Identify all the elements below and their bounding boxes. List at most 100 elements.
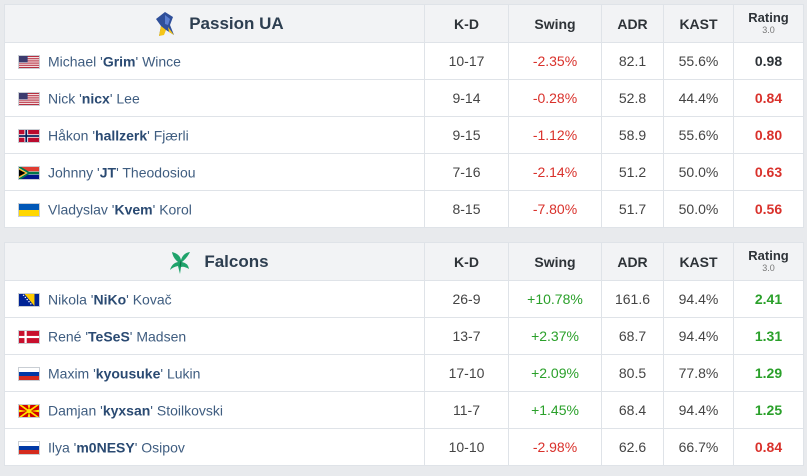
table-row: Vladyslav 'Kvem' Korol 8-15 -7.80% 51.7 50.0… <box>4 190 804 228</box>
player-first-name: Ilya ' <box>48 439 77 456</box>
adr-value: 68.7 <box>601 317 664 355</box>
kd-value: 17-10 <box>424 354 509 392</box>
player-last-name: ' Fjærli <box>147 127 189 144</box>
kast-value: 94.4% <box>663 280 734 318</box>
player-name-link[interactable]: Michael 'Grim' Wince <box>48 54 181 70</box>
rating-value: 0.63 <box>733 153 804 191</box>
player-name-link[interactable]: Maxim 'kyousuke' Lukin <box>48 366 200 382</box>
player-last-name: ' Osipov <box>134 439 185 456</box>
kast-header[interactable]: KAST <box>663 4 734 43</box>
adr-value: 80.5 <box>601 354 664 392</box>
kast-value: 50.0% <box>663 190 734 228</box>
dk-flag-icon <box>18 329 40 344</box>
player-cell[interactable]: Damjan 'kyxsan' Stoilkovski <box>4 391 425 429</box>
kd-value: 26-9 <box>424 280 509 318</box>
kast-value: 44.4% <box>663 79 734 117</box>
player-name-link[interactable]: Johnny 'JT' Theodosiou <box>48 165 196 181</box>
player-cell[interactable]: Johnny 'JT' Theodosiou <box>4 153 425 191</box>
table-row: Ilya 'm0NESY' Osipov 10-10 -2.98% 62.6 66.7%… <box>4 428 804 466</box>
player-cell[interactable]: René 'TeSeS' Madsen <box>4 317 425 355</box>
player-nickname: nicx <box>81 90 110 107</box>
kd-value: 10-17 <box>424 42 509 80</box>
kd-value: 9-14 <box>424 79 509 117</box>
player-cell[interactable]: Håkon 'hallzerk' Fjærli <box>4 116 425 154</box>
player-nickname: hallzerk <box>95 127 148 144</box>
player-cell[interactable]: Maxim 'kyousuke' Lukin <box>4 354 425 392</box>
swing-value: +2.37% <box>508 317 602 355</box>
adr-value: 51.7 <box>601 190 664 228</box>
kd-value: 13-7 <box>424 317 509 355</box>
player-first-name: René ' <box>48 328 89 345</box>
player-name-link[interactable]: Ilya 'm0NESY' Osipov <box>48 440 185 456</box>
player-nickname: kyxsan <box>102 402 151 419</box>
table-row: Johnny 'JT' Theodosiou 7-16 -2.14% 51.2 50.0… <box>4 153 804 191</box>
rating-version: 3.0 <box>762 24 775 35</box>
player-nickname: NiKo <box>93 291 127 308</box>
kd-value: 8-15 <box>424 190 509 228</box>
passion-ua-logo-icon <box>153 11 177 37</box>
rating-header[interactable]: Rating 3.0 <box>733 4 804 43</box>
swing-header[interactable]: Swing <box>508 4 602 43</box>
team-header[interactable]: Passion UA <box>4 4 425 43</box>
table-row: Nikola 'NiKo' Kovač 26-9 +10.78% 161.6 94.4%… <box>4 280 804 318</box>
player-name-link[interactable]: Nick 'nicx' Lee <box>48 91 140 107</box>
player-last-name: ' Lee <box>109 90 140 107</box>
kast-header[interactable]: KAST <box>663 242 734 281</box>
kast-value: 77.8% <box>663 354 734 392</box>
player-cell[interactable]: Vladyslav 'Kvem' Korol <box>4 190 425 228</box>
player-name-link[interactable]: René 'TeSeS' Madsen <box>48 329 186 345</box>
swing-header[interactable]: Swing <box>508 242 602 281</box>
player-last-name: ' Stoilkovski <box>150 402 223 419</box>
rating-value: 2.41 <box>733 280 804 318</box>
rating-value: 0.84 <box>733 79 804 117</box>
rating-value: 0.80 <box>733 116 804 154</box>
player-first-name: Maxim ' <box>48 365 96 382</box>
ru-flag-icon <box>18 440 40 455</box>
player-cell[interactable]: Nikola 'NiKo' Kovač <box>4 280 425 318</box>
table-row: Damjan 'kyxsan' Stoilkovski 11-7 +1.45% 68.… <box>4 391 804 429</box>
rating-header[interactable]: Rating 3.0 <box>733 242 804 281</box>
team-name: Falcons <box>204 251 269 271</box>
rating-value: 1.25 <box>733 391 804 429</box>
adr-value: 68.4 <box>601 391 664 429</box>
player-first-name: Vladyslav ' <box>48 201 115 218</box>
rating-version: 3.0 <box>762 262 775 273</box>
kd-header[interactable]: K-D <box>424 4 509 43</box>
player-name-link[interactable]: Damjan 'kyxsan' Stoilkovski <box>48 403 223 419</box>
rating-value: 0.84 <box>733 428 804 466</box>
player-last-name: ' Wince <box>135 53 181 70</box>
rating-value: 1.29 <box>733 354 804 392</box>
table-row: Michael 'Grim' Wince 10-17 -2.35% 82.1 55.6%… <box>4 42 804 80</box>
player-nickname: JT <box>99 164 117 181</box>
adr-value: 62.6 <box>601 428 664 466</box>
us-flag-icon <box>18 91 40 106</box>
player-last-name: ' Lukin <box>160 365 201 382</box>
kd-header[interactable]: K-D <box>424 242 509 281</box>
swing-value: -2.14% <box>508 153 602 191</box>
team-header[interactable]: Falcons <box>4 242 425 281</box>
player-cell[interactable]: Nick 'nicx' Lee <box>4 79 425 117</box>
kast-value: 50.0% <box>663 153 734 191</box>
adr-header[interactable]: ADR <box>601 4 664 43</box>
adr-header[interactable]: ADR <box>601 242 664 281</box>
rating-header-label: Rating <box>748 9 789 25</box>
adr-value: 58.9 <box>601 116 664 154</box>
player-name-link[interactable]: Vladyslav 'Kvem' Korol <box>48 202 192 218</box>
kast-value: 94.4% <box>663 391 734 429</box>
kast-value: 55.6% <box>663 116 734 154</box>
ba-flag-icon <box>18 292 40 307</box>
player-cell[interactable]: Michael 'Grim' Wince <box>4 42 425 80</box>
kast-value: 55.6% <box>663 42 734 80</box>
player-first-name: Håkon ' <box>48 127 96 144</box>
player-name-link[interactable]: Håkon 'hallzerk' Fjærli <box>48 128 189 144</box>
swing-value: -7.80% <box>508 190 602 228</box>
player-first-name: Nikola ' <box>48 291 94 308</box>
player-name-link[interactable]: Nikola 'NiKo' Kovač <box>48 292 172 308</box>
rating-value: 0.56 <box>733 190 804 228</box>
rating-value: 1.31 <box>733 317 804 355</box>
rating-header-label: Rating <box>748 247 789 263</box>
table-row: Maxim 'kyousuke' Lukin 17-10 +2.09% 80.5 77.… <box>4 354 804 392</box>
ua-flag-icon <box>18 202 40 217</box>
player-cell[interactable]: Ilya 'm0NESY' Osipov <box>4 428 425 466</box>
rating-value: 0.98 <box>733 42 804 80</box>
